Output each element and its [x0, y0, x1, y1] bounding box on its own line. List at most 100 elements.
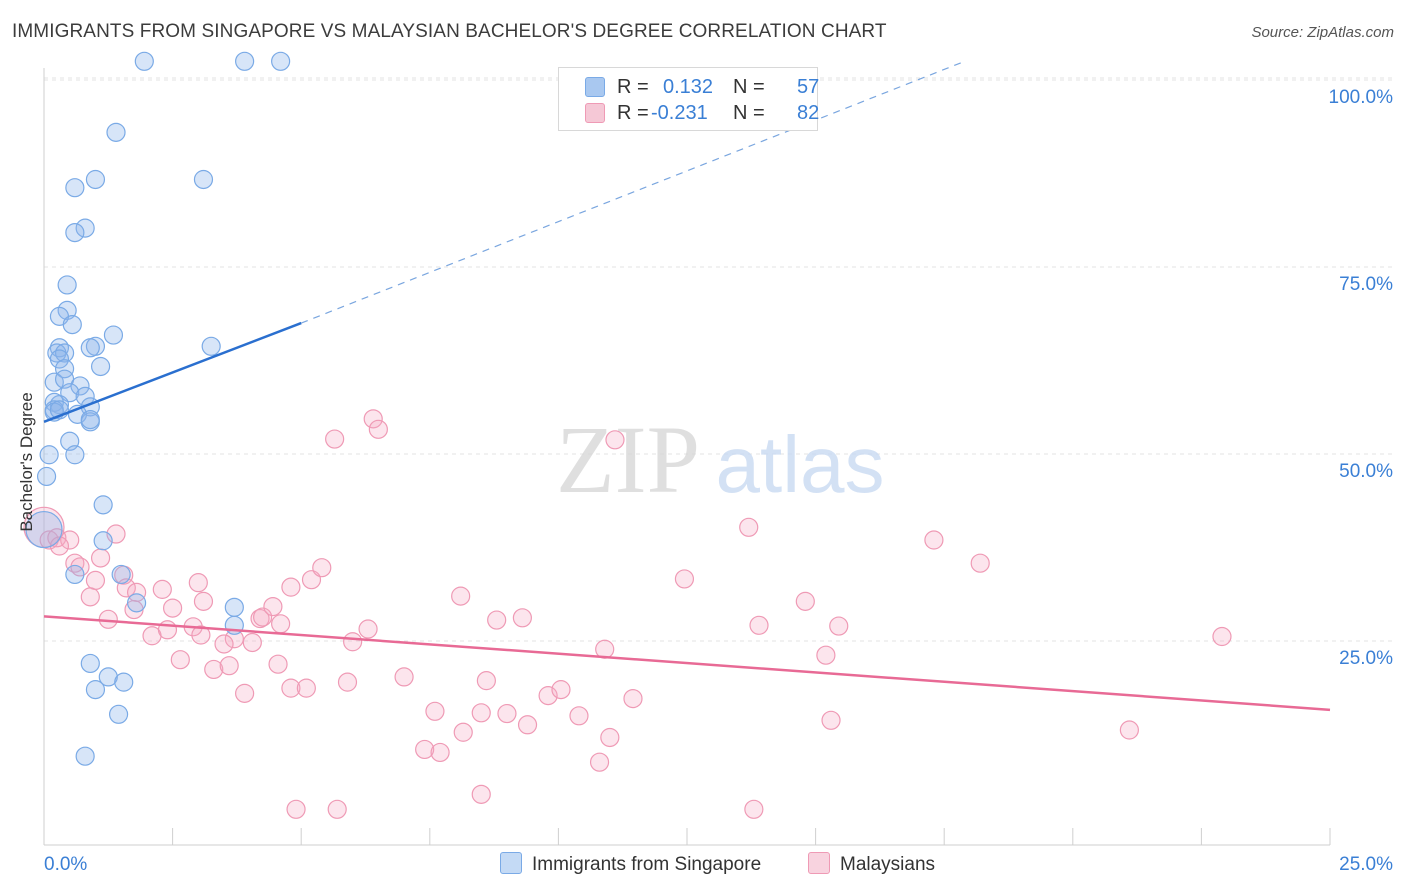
malaysians-point	[415, 739, 435, 760]
singapore-point	[57, 300, 77, 320]
singapore-point	[25, 510, 63, 549]
singapore-point	[80, 338, 100, 358]
malaysians-point	[394, 667, 414, 687]
malaysians-point	[674, 569, 695, 589]
singapore-point	[49, 338, 70, 358]
singapore-point	[49, 349, 70, 369]
malaysians-point	[281, 678, 301, 698]
trend-lines	[43, 60, 1331, 712]
malaysians-point	[286, 799, 306, 819]
malaysians-point	[512, 608, 532, 628]
malaysians-point	[65, 553, 85, 573]
malaysians-point	[471, 703, 491, 723]
malaysians-point	[739, 517, 759, 537]
bottom-legend-singapore[interactable]: Immigrants from Singapore	[500, 852, 761, 876]
malaysians-point	[430, 742, 450, 763]
singapore-trend-line	[43, 321, 302, 424]
malaysians-point	[152, 579, 172, 599]
malaysians-point	[623, 688, 643, 709]
malaysians-point	[80, 587, 100, 607]
malaysians-point	[453, 722, 473, 742]
singapore-point	[134, 51, 154, 71]
malaysians-point	[829, 616, 849, 636]
malaysians-point	[157, 620, 178, 640]
malaysians-point	[517, 715, 538, 735]
singapore-point	[65, 222, 85, 243]
malaysians-point	[425, 701, 445, 721]
y-tick-label-3: 100.0%	[1329, 87, 1394, 108]
malaysians-point	[358, 619, 378, 639]
singapore-point	[93, 531, 113, 551]
singapore-point	[65, 564, 85, 585]
legend-r-value: -0.231	[651, 102, 708, 124]
malaysians-point	[487, 610, 507, 630]
malaysians-point	[170, 650, 190, 670]
malaysians-point	[363, 409, 383, 429]
y-tick-label-1: 50.0%	[1339, 461, 1393, 482]
malaysians-point	[214, 634, 234, 654]
singapore-points	[25, 51, 291, 766]
legend-n-value: 57	[797, 76, 820, 98]
malaysians-point	[242, 632, 262, 653]
singapore-point	[201, 336, 221, 356]
malaysians-point	[312, 558, 332, 578]
legend-label-singapore: Immigrants from Singapore	[532, 854, 762, 875]
malaysians-point	[85, 570, 106, 591]
swatch-malaysians	[808, 852, 830, 874]
x-tick-label-1: 25.0%	[1339, 854, 1393, 875]
malaysians-point	[471, 784, 491, 804]
gridlines	[44, 77, 1395, 642]
malaysians-point	[263, 596, 283, 617]
singapore-point	[235, 51, 255, 71]
legend-swatch-blue	[585, 77, 605, 97]
watermark-zip: ZIP	[556, 406, 700, 513]
singapore-point	[106, 122, 126, 142]
malaysians-point	[1119, 720, 1139, 740]
legend-n-label: N =	[733, 76, 765, 98]
singapore-trend-extension	[300, 60, 965, 324]
swatch-singapore	[500, 852, 522, 874]
singapore-point	[98, 667, 118, 687]
malaysians-point	[569, 706, 589, 726]
x-tick-label-0: 0.0%	[44, 854, 87, 875]
legend-r-label: R =	[617, 76, 649, 98]
singapore-point	[65, 445, 85, 465]
singapore-point	[75, 218, 95, 238]
singapore-point	[85, 680, 106, 700]
singapore-point	[193, 169, 214, 190]
singapore-point	[224, 597, 244, 617]
singapore-point	[103, 325, 124, 345]
singapore-point	[111, 564, 131, 585]
singapore-point	[93, 495, 113, 515]
malaysians-point	[193, 591, 214, 611]
malaysians-point	[1212, 626, 1232, 647]
malaysians-trend-line	[43, 615, 1331, 712]
singapore-point	[39, 445, 59, 465]
malaysians-point	[268, 654, 288, 674]
malaysians-point	[235, 683, 255, 703]
malaysians-point	[90, 548, 111, 568]
malaysians-point	[281, 577, 301, 597]
singapore-point	[65, 178, 85, 198]
singapore-point	[80, 653, 100, 674]
singapore-point	[75, 746, 95, 766]
singapore-point	[70, 376, 90, 396]
legend-r-label: R =	[617, 102, 649, 124]
bottom-legend-malaysians[interactable]: Malaysians	[808, 852, 935, 876]
malaysians-point	[296, 678, 316, 698]
malaysians-point	[188, 573, 208, 593]
correlation-legend: R = 0.132 N = 57 R = -0.231 N = 82	[558, 67, 820, 131]
malaysians-point	[795, 591, 815, 611]
malaysians-point	[476, 671, 496, 691]
tick-labels: 25.0% 50.0% 75.0% 100.0% 0.0% 25.0%	[44, 87, 1393, 875]
singapore-point	[271, 51, 291, 71]
singapore-point	[57, 275, 77, 295]
singapore-point	[90, 356, 111, 377]
malaysians-point	[191, 625, 211, 645]
malaysians-point	[337, 672, 358, 692]
malaysians-point	[497, 703, 517, 724]
malaysians-point	[253, 607, 273, 627]
malaysians-point	[368, 419, 388, 439]
malaysians-point	[204, 659, 224, 680]
